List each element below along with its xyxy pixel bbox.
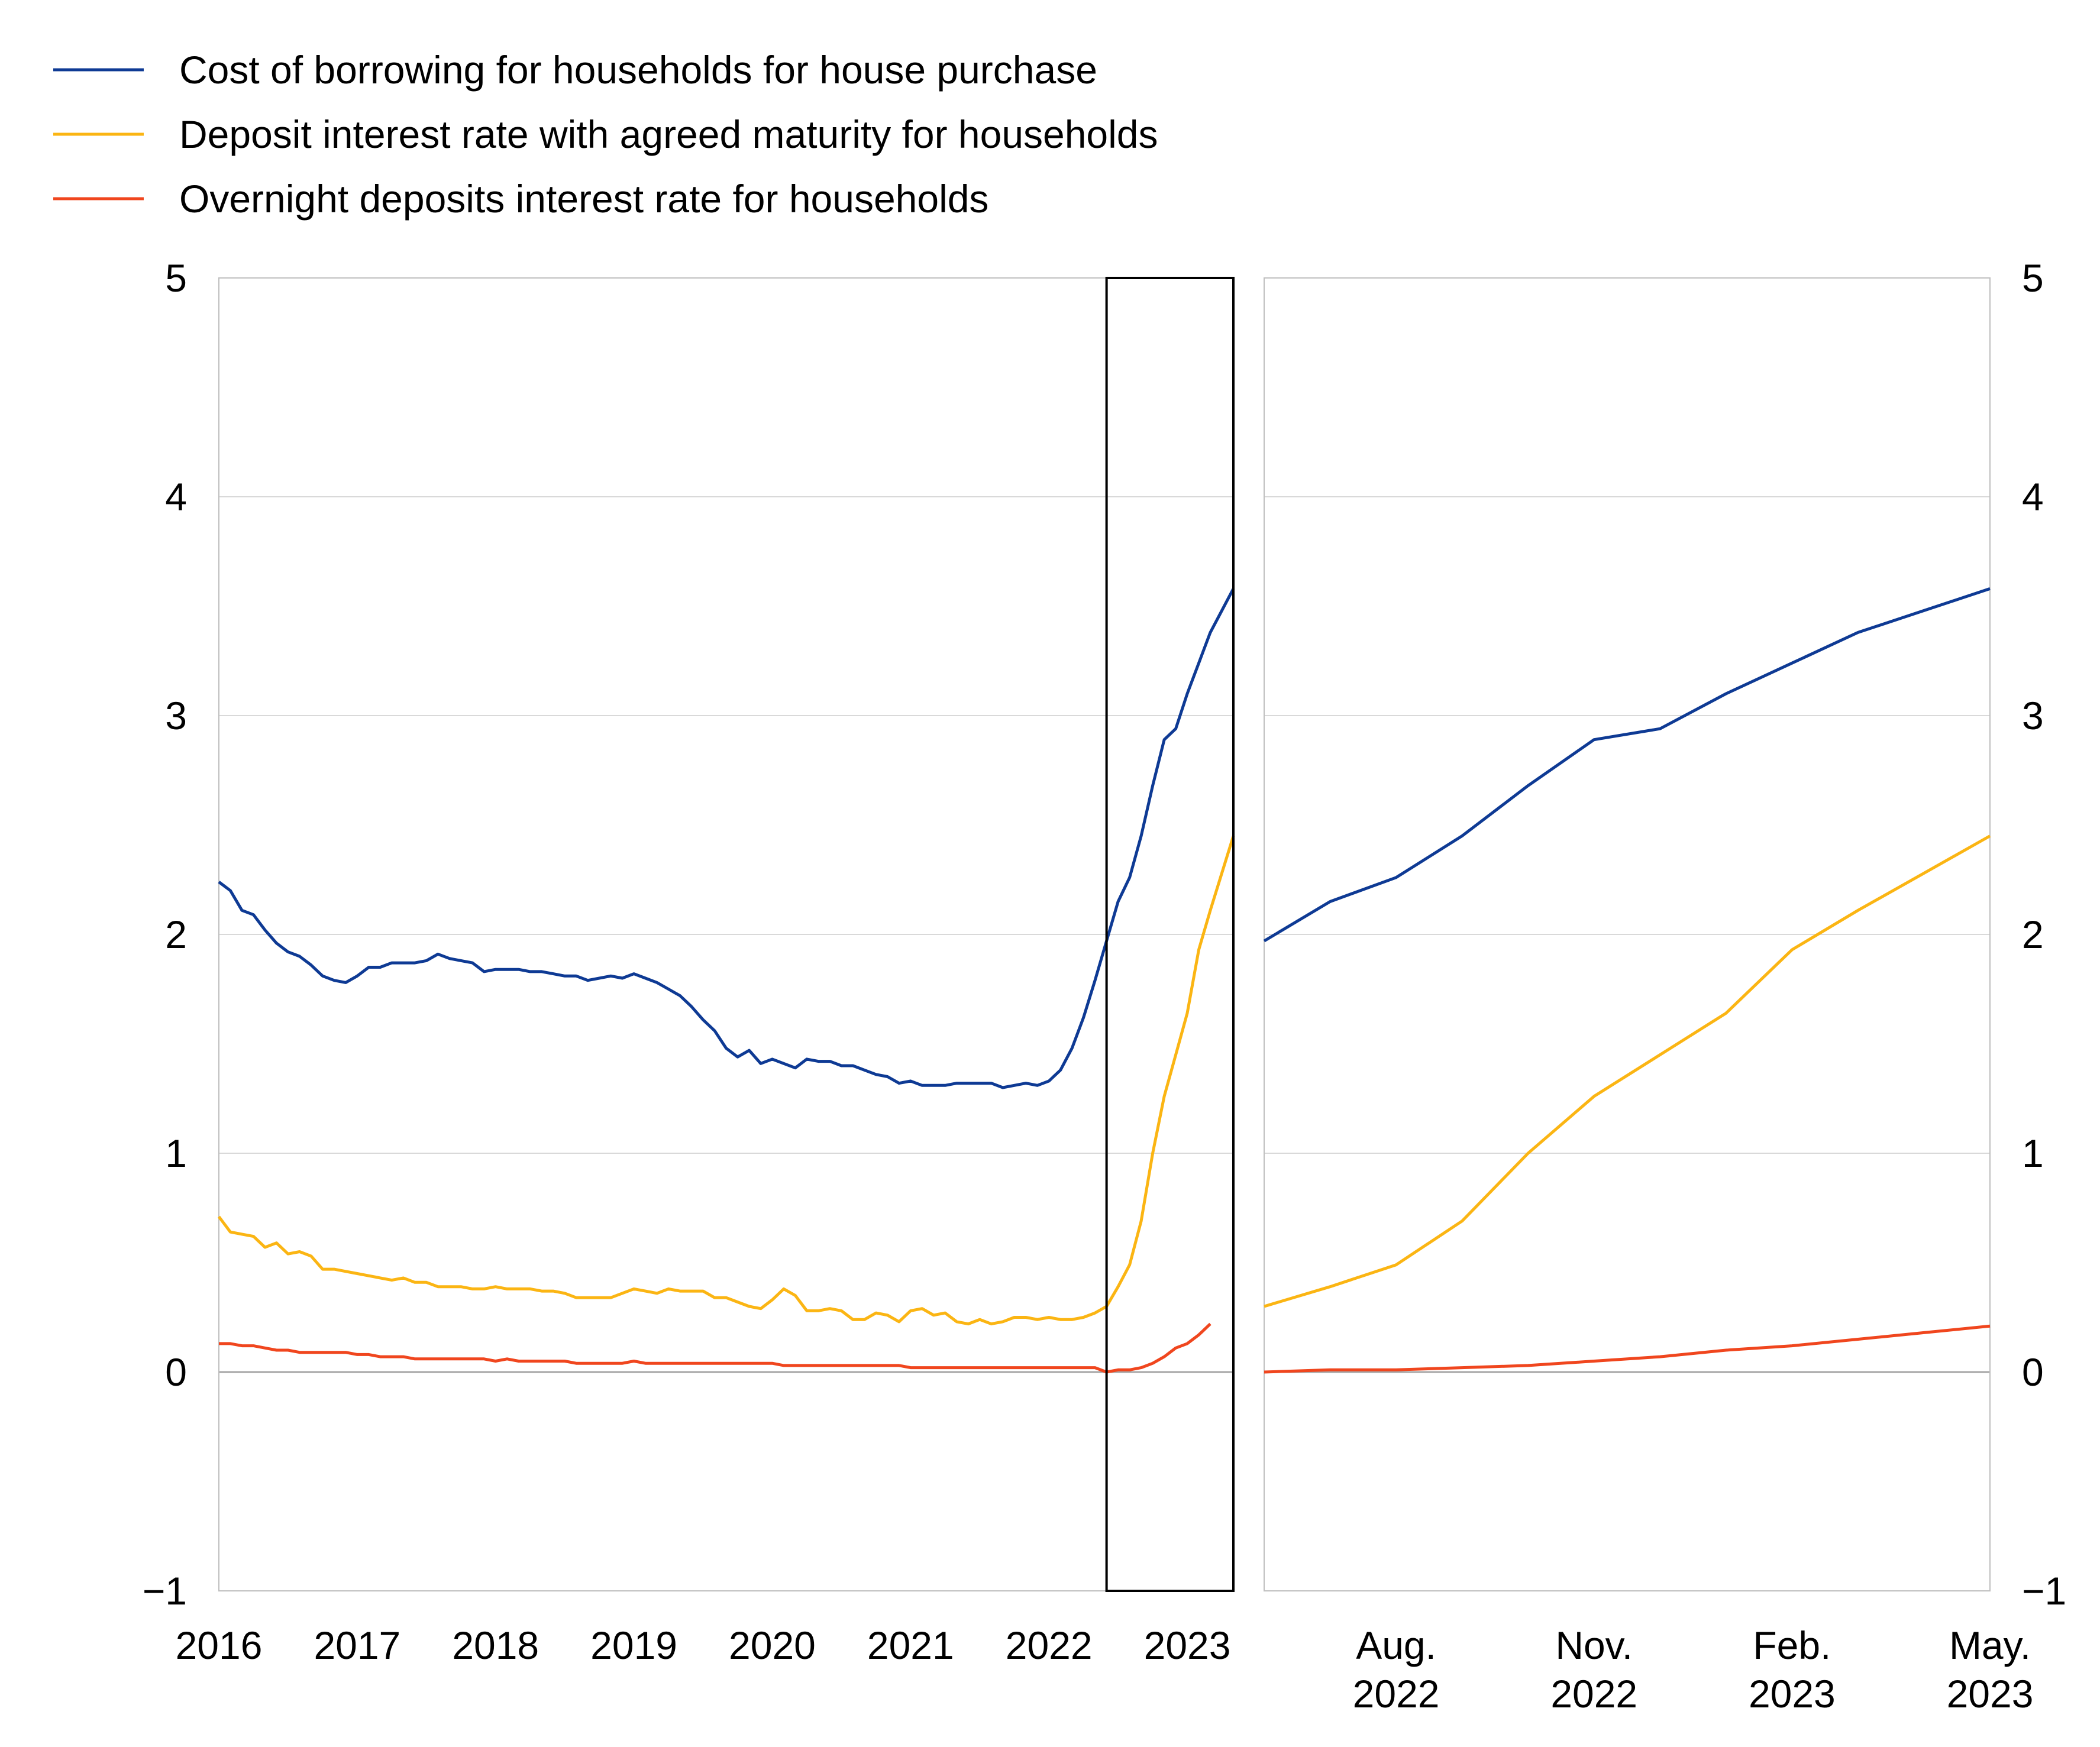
zoom-highlight-box xyxy=(1105,277,1235,1592)
series-line-borrowing xyxy=(218,588,1235,1089)
series-line-overnight xyxy=(1264,1324,1991,1374)
x-tick-label: Nov. xyxy=(1555,1623,1633,1667)
legend-label-deposit_agreed: Deposit interest rate with agreed maturi… xyxy=(179,112,1158,156)
x-tick-label: May. xyxy=(1949,1623,2031,1667)
x-tick-label: 2017 xyxy=(314,1623,400,1667)
x-tick-label: 2022 xyxy=(1006,1623,1093,1667)
y-tick-label: 1 xyxy=(2022,1131,2044,1175)
y-tick-label: 4 xyxy=(2022,475,2044,519)
x-tick-label: Feb. xyxy=(1753,1623,1831,1667)
x-tick-label: 2023 xyxy=(1749,1672,1836,1716)
legend-label-borrowing: Cost of borrowing for households for hou… xyxy=(179,48,1097,92)
y-tick-label: 4 xyxy=(165,475,187,519)
series-line-deposit_agreed xyxy=(218,835,1235,1326)
plot-area-frame xyxy=(1264,277,1991,1591)
y-tick-label: 2 xyxy=(165,913,187,956)
left-panel-full-period: 5 4 3 2 1 0 −1 2016 2017 2018 2019 2020 2021 2022 2023 xyxy=(143,256,1235,1667)
series-line-borrowing xyxy=(1263,587,1991,943)
x-tick-label: 2023 xyxy=(1947,1672,2034,1716)
right-panel-zoomed-period: 5 4 3 2 1 0 −1 Aug. 2022 Nov. 2022 Feb. 2023 May. 2023 xyxy=(1263,256,2066,1716)
legend-label-overnight: Overnight deposits interest rate for hou… xyxy=(179,177,988,221)
x-tick-label: 2018 xyxy=(452,1623,539,1667)
y-tick-label: 3 xyxy=(2022,694,2044,737)
y-tick-label: 0 xyxy=(165,1350,187,1394)
x-tick-label: 2016 xyxy=(176,1623,263,1667)
legend: Cost of borrowing for households for hou… xyxy=(53,48,1158,221)
x-tick-label: 2022 xyxy=(1353,1672,1440,1716)
x-tick-label: 2021 xyxy=(867,1623,954,1667)
y-tick-label: 1 xyxy=(165,1131,187,1175)
x-tick-label: Aug. xyxy=(1356,1623,1436,1667)
y-tick-label: 5 xyxy=(165,256,187,300)
x-tick-label: 2022 xyxy=(1550,1672,1637,1716)
y-tick-label: 2 xyxy=(2022,913,2044,956)
y-tick-label: 5 xyxy=(2022,256,2044,300)
x-tick-label: 2019 xyxy=(590,1623,677,1667)
y-tick-label: 3 xyxy=(165,694,187,737)
x-tick-label: 2023 xyxy=(1144,1623,1231,1667)
series-line-overnight xyxy=(219,1322,1211,1374)
y-tick-label: 0 xyxy=(2022,1350,2044,1394)
x-tick-label: 2020 xyxy=(729,1623,816,1667)
series-line-deposit_agreed xyxy=(1264,834,1991,1308)
y-tick-label: −1 xyxy=(2022,1569,2066,1613)
y-tick-label: −1 xyxy=(143,1569,187,1613)
